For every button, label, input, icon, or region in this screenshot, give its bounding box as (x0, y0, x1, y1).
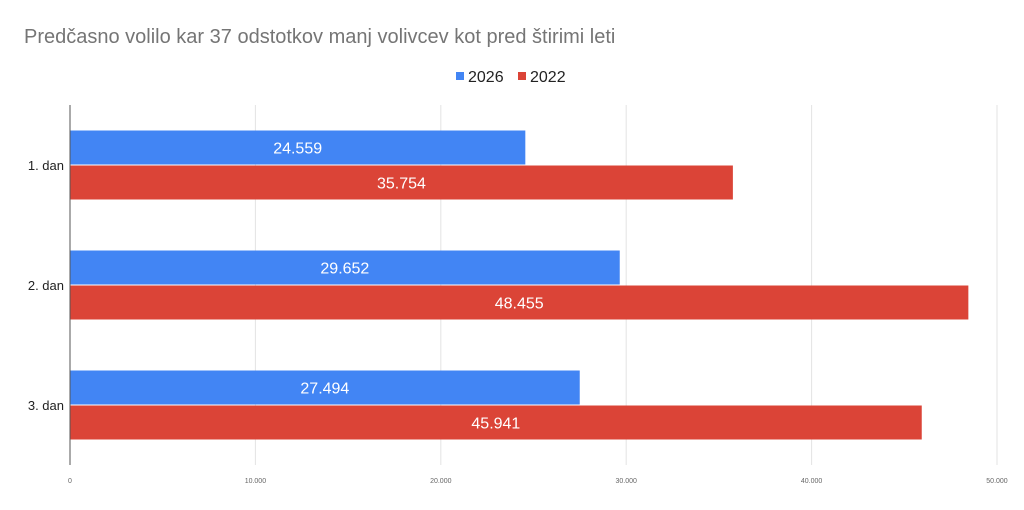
bar-2026-3 (70, 370, 580, 405)
data-label: 29.652 (320, 261, 369, 278)
legend: 2026 2022 (456, 69, 566, 86)
bar-2022-3 (70, 405, 922, 440)
chart-title: Predčasno volilo kar 37 odstotkov manj v… (24, 26, 616, 48)
bar-2022-2 (70, 285, 969, 320)
legend-label: 2022 (530, 69, 566, 86)
gridlines (254, 105, 998, 465)
bar-2026-2 (70, 250, 620, 285)
category-label: 2. dan (28, 278, 64, 293)
bar-2022-1 (70, 165, 733, 200)
x-tick-label: 10.000 (245, 478, 267, 485)
bars: 24.559 35.754 29.652 48.455 27.494 45.941 (70, 130, 969, 440)
x-tick-label: 0 (68, 478, 72, 485)
legend-label: 2026 (468, 69, 504, 86)
bar-2026-1 (70, 130, 526, 165)
data-label: 48.455 (495, 296, 544, 313)
axes: 0 10.000 20.000 30.000 40.000 50.000 1. dan 2. … (28, 105, 1008, 485)
x-tick-label: 50.000 (986, 478, 1008, 485)
data-label: 27.494 (300, 381, 349, 398)
x-tick-label: 40.000 (801, 478, 823, 485)
x-tick-label: 30.000 (615, 478, 637, 485)
legend-swatch-2026 (456, 72, 464, 80)
data-label: 24.559 (273, 141, 322, 158)
data-label: 45.941 (471, 416, 520, 433)
category-label: 3. dan (28, 398, 64, 413)
x-tick-label: 20.000 (430, 478, 452, 485)
data-label: 35.754 (377, 176, 426, 193)
legend-swatch-2022 (518, 72, 526, 80)
category-label: 1. dan (28, 158, 64, 173)
